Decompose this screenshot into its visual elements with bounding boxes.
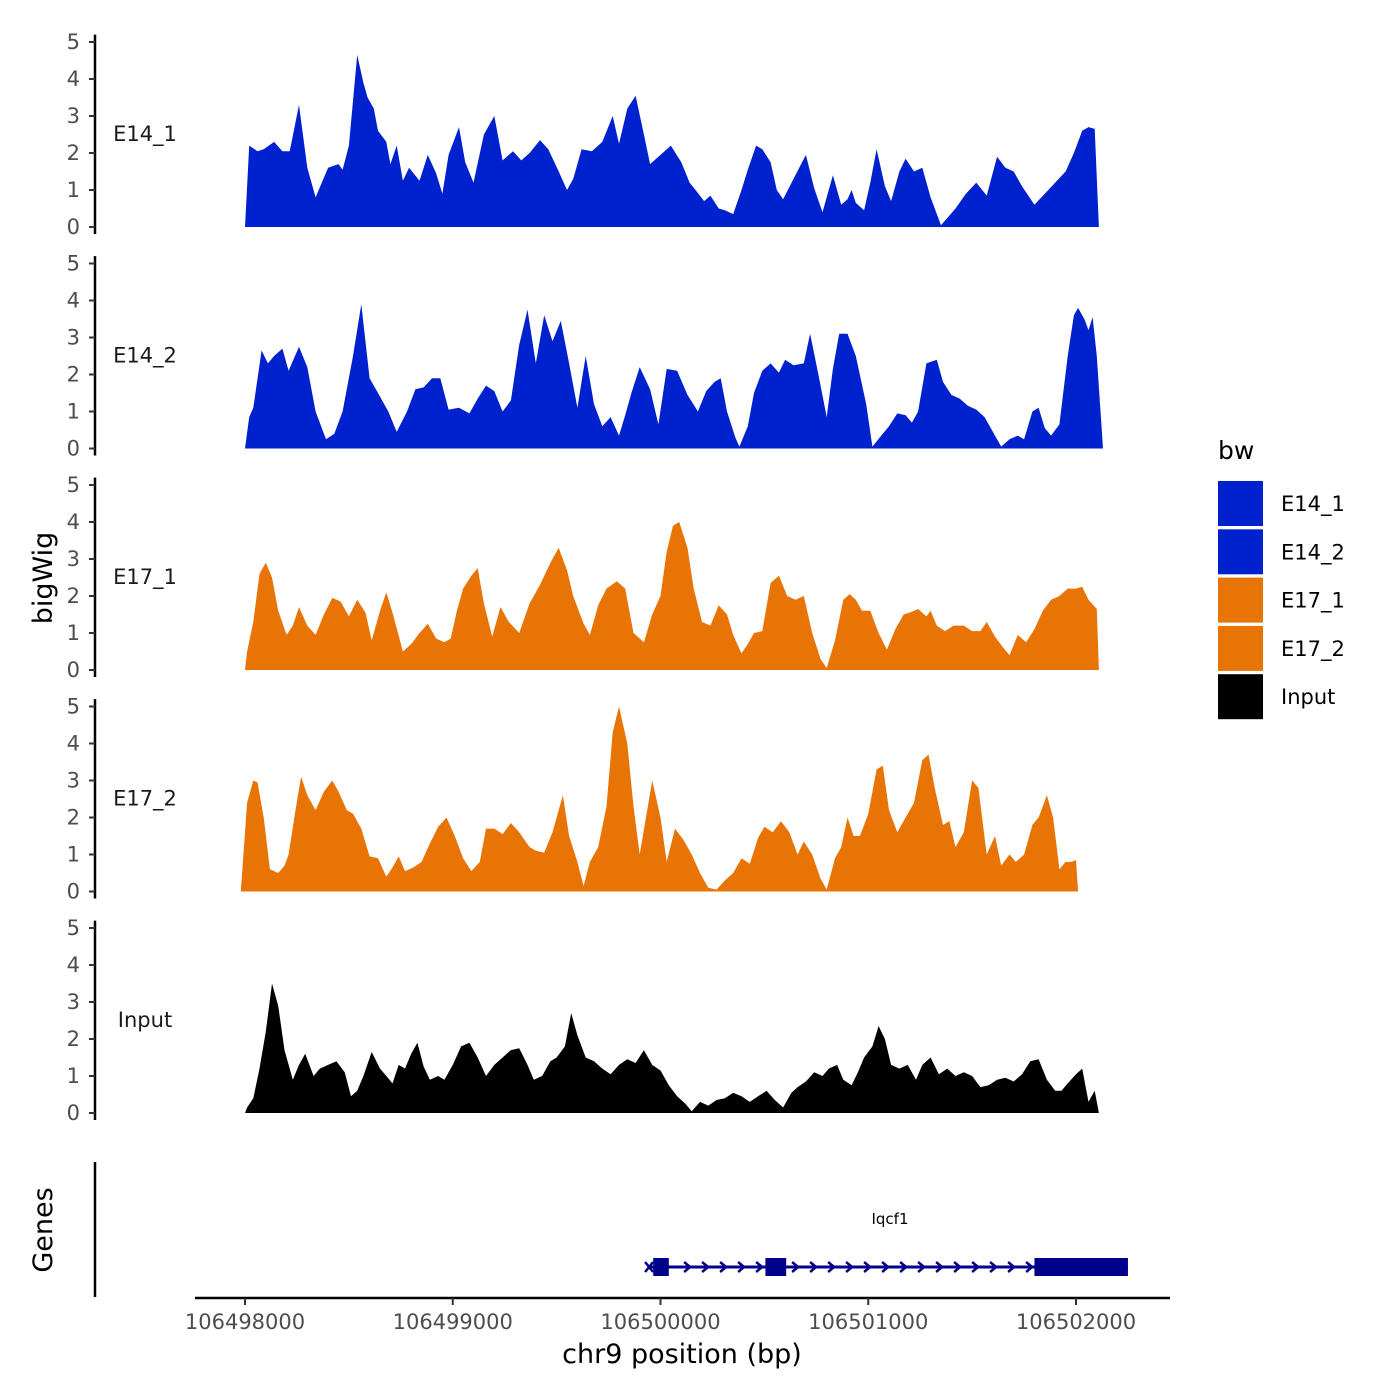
y-tick-label: 1 [67,843,80,867]
strand-arrow-icon [881,1261,891,1273]
y-tick-label: 3 [67,769,80,793]
genes-axis-title: Genes [28,1187,59,1272]
signal-area [245,983,1099,1113]
y-tick-label: 1 [67,1064,80,1088]
track-label: Input [118,1008,172,1032]
gene-exon [1034,1258,1128,1276]
y-tick-label: 3 [67,326,80,350]
y-tick-label: 2 [67,1027,80,1051]
strand-arrow-icon [863,1261,873,1273]
strand-arrow-icon [1007,1261,1017,1273]
track-label: E14_2 [113,344,177,369]
signal-area [240,706,1079,892]
y-tick-label: 5 [67,30,80,54]
track-input: 0 1 2 3 4 5 Input [67,916,1099,1125]
signal-area [245,522,1099,670]
strand-arrow-icon [701,1261,711,1273]
strand-arrow-icon [827,1261,837,1273]
track-e17-2: 0 1 2 3 4 5 E17_2 [67,695,1079,904]
y-tick-label: 2 [67,141,80,165]
legend: bw E14_1 E14_2 E17_1 E17_2 Input [1218,436,1345,720]
track-e17-1: 0 1 2 3 4 5 E17_1 [67,473,1099,682]
y-tick-label: 5 [67,695,80,719]
strand-arrow-icon [845,1261,855,1273]
legend-label: E14_1 [1281,492,1345,517]
x-axis: 106498000 106499000 106500000 106501000 1065… [185,1296,1170,1334]
y-tick-label: 5 [67,916,80,940]
strand-arrow-icon [809,1261,819,1273]
track-label: E17_1 [113,565,177,590]
legend-label: Input [1281,685,1335,709]
strand-arrow-icon [989,1261,999,1273]
y-tick-label: 3 [67,104,80,128]
strand-arrow-icon [737,1261,747,1273]
y-tick-label: 1 [67,178,80,202]
y-tick-label: 3 [67,990,80,1014]
y-tick-label: 0 [67,1101,80,1125]
gene-start-marker-icon [644,1261,655,1273]
strand-arrow-icon [791,1261,801,1273]
legend-title: bw [1218,436,1254,465]
legend-swatch [1218,577,1263,623]
strand-arrow-icon [953,1261,963,1273]
x-tick-label: 106498000 [185,1310,305,1334]
track-e14-1: 0 1 2 3 4 5 E14_1 [67,30,1099,239]
legend-swatch [1218,625,1263,671]
signal-area [245,54,1099,228]
x-tick-label: 106501000 [808,1310,928,1334]
y-tick-label: 1 [67,621,80,645]
y-tick-label: 2 [67,584,80,608]
y-tick-label: 2 [67,363,80,387]
strand-arrow-icon [1025,1261,1035,1273]
strand-arrow-icon [935,1261,945,1273]
tracks-layer: 0 1 2 3 4 5 E14_1 0 1 2 3 4 5 E14_2 0 1 2 3 4 5 E17_1 0 1 2 3 4 5 E… [67,30,1103,1125]
y-tick-label: 0 [67,880,80,904]
y-tick-label: 3 [67,547,80,571]
legend-label: E14_2 [1281,540,1345,565]
legend-swatch [1218,529,1263,575]
y-tick-label: 1 [67,400,80,424]
y-tick-label: 4 [67,953,80,977]
y-tick-label: 0 [67,215,80,239]
legend-swatch [1218,674,1263,720]
y-tick-label: 0 [67,437,80,461]
gene-label: Iqcf1 [871,1210,908,1228]
legend-label: E17_2 [1281,637,1345,662]
x-tick-label: 106502000 [1016,1310,1136,1334]
signal-area [245,304,1103,449]
track-e14-2: 0 1 2 3 4 5 E14_2 [67,252,1103,461]
x-tick-label: 106499000 [393,1310,513,1334]
strand-arrow-icon [755,1261,765,1273]
y-tick-label: 4 [67,732,80,756]
y-tick-label: 5 [67,473,80,497]
y-tick-label: 4 [67,510,80,534]
gene-exon [653,1258,669,1276]
y-tick-label: 4 [67,289,80,313]
gene-exon [765,1258,787,1276]
y-tick-label: 0 [67,658,80,682]
strand-arrow-icon [899,1261,909,1273]
legend-label: E17_1 [1281,589,1345,614]
gene-track: Iqcf1 [93,1162,1128,1297]
y-axis-title: bigWig [28,532,59,625]
y-tick-label: 4 [67,67,80,91]
x-tick-label: 106500000 [600,1310,720,1334]
y-tick-label: 5 [67,252,80,276]
legend-swatch [1218,481,1263,526]
track-label: E14_1 [113,122,177,147]
x-axis-title: chr9 position (bp) [562,1339,802,1370]
strand-arrow-icon [719,1261,729,1273]
strand-arrow-icon [683,1261,693,1273]
track-label: E17_2 [113,787,177,812]
strand-arrow-icon [971,1261,981,1273]
y-tick-label: 2 [67,806,80,830]
strand-arrow-icon [917,1261,927,1273]
